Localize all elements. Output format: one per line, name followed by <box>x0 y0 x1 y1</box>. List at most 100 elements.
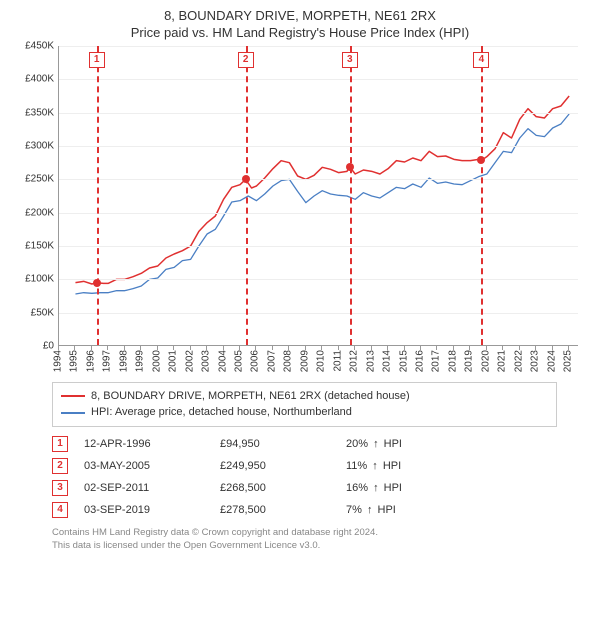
event-line <box>350 46 352 345</box>
event-line <box>246 46 248 345</box>
event-row: 1 12-APR-1996 £94,950 20% ↑ HPI <box>52 433 557 455</box>
y-tick-label: £350K <box>25 107 54 118</box>
x-tick-label: 2013 <box>365 350 376 372</box>
title: 8, BOUNDARY DRIVE, MORPETH, NE61 2RX <box>8 8 592 25</box>
event-row-diff: 7% ↑ HPI <box>346 504 557 516</box>
gridline <box>59 146 578 147</box>
event-line <box>481 46 483 345</box>
series-address <box>75 96 569 284</box>
event-badge: 2 <box>238 52 254 68</box>
x-tick-label: 2001 <box>168 350 179 372</box>
x-axis: 1994199519961997199819992000200120022003… <box>58 346 578 376</box>
event-badge: 4 <box>473 52 489 68</box>
event-dot <box>242 175 250 183</box>
x-tick-label: 2000 <box>151 350 162 372</box>
arrow-up-icon: ↑ <box>372 460 378 472</box>
event-row-price: £278,500 <box>220 504 330 516</box>
copyright: Contains HM Land Registry data © Crown c… <box>52 527 588 553</box>
event-row-price: £268,500 <box>220 482 330 494</box>
x-tick-label: 2008 <box>283 350 294 372</box>
event-row-diff: 16% ↑ HPI <box>346 482 557 494</box>
x-tick-label: 2022 <box>513 350 524 372</box>
event-line <box>97 46 99 345</box>
gridline <box>59 313 578 314</box>
x-tick-label: 2019 <box>464 350 475 372</box>
event-row-date: 03-MAY-2005 <box>84 460 204 472</box>
chart-container: 8, BOUNDARY DRIVE, MORPETH, NE61 2RX Pri… <box>0 0 600 620</box>
legend-row: HPI: Average price, detached house, Nort… <box>61 404 548 421</box>
x-tick-label: 2020 <box>480 350 491 372</box>
event-row-date: 12-APR-1996 <box>84 438 204 450</box>
x-tick-label: 2021 <box>497 350 508 372</box>
event-row-price: £249,950 <box>220 460 330 472</box>
event-row-badge: 4 <box>52 502 68 518</box>
y-tick-label: £300K <box>25 140 54 151</box>
x-tick-label: 1996 <box>85 350 96 372</box>
event-row-badge: 1 <box>52 436 68 452</box>
event-row-price: £94,950 <box>220 438 330 450</box>
x-tick-label: 1998 <box>118 350 129 372</box>
legend: 8, BOUNDARY DRIVE, MORPETH, NE61 2RX (de… <box>52 382 557 427</box>
legend-swatch <box>61 412 85 414</box>
legend-swatch <box>61 395 85 397</box>
legend-label: 8, BOUNDARY DRIVE, MORPETH, NE61 2RX (de… <box>91 388 410 405</box>
chart-lines <box>59 46 579 346</box>
arrow-up-icon: ↑ <box>367 504 373 516</box>
event-badge: 3 <box>342 52 358 68</box>
event-row-badge: 2 <box>52 458 68 474</box>
legend-label: HPI: Average price, detached house, Nort… <box>91 404 352 421</box>
x-tick-label: 2023 <box>530 350 541 372</box>
x-tick-label: 2016 <box>415 350 426 372</box>
y-tick-label: £400K <box>25 74 54 85</box>
gridline <box>59 213 578 214</box>
subtitle: Price paid vs. HM Land Registry's House … <box>8 25 592 40</box>
x-tick-label: 2015 <box>398 350 409 372</box>
x-tick-label: 2011 <box>332 350 343 372</box>
chart: £0£50K£100K£150K£200K£250K£300K£350K£400… <box>14 46 584 376</box>
gridline <box>59 246 578 247</box>
x-tick-label: 2024 <box>546 350 557 372</box>
copyright-line2: This data is licensed under the Open Gov… <box>52 540 588 553</box>
gridline <box>59 79 578 80</box>
event-row-badge: 3 <box>52 480 68 496</box>
gridline <box>59 46 578 47</box>
event-dot <box>93 279 101 287</box>
gridline <box>59 113 578 114</box>
x-tick-label: 2006 <box>250 350 261 372</box>
series-hpi <box>75 114 569 294</box>
x-tick-label: 2017 <box>431 350 442 372</box>
x-tick-label: 2007 <box>266 350 277 372</box>
x-tick-label: 2010 <box>316 350 327 372</box>
x-tick-label: 1995 <box>69 350 80 372</box>
y-tick-label: £100K <box>25 274 54 285</box>
event-dot <box>346 163 354 171</box>
x-tick-label: 2014 <box>382 350 393 372</box>
x-tick-label: 2003 <box>201 350 212 372</box>
gridline <box>59 179 578 180</box>
x-tick-label: 2009 <box>299 350 310 372</box>
event-row: 3 02-SEP-2011 £268,500 16% ↑ HPI <box>52 477 557 499</box>
y-tick-label: £250K <box>25 174 54 185</box>
arrow-up-icon: ↑ <box>373 482 379 494</box>
event-row-date: 02-SEP-2011 <box>84 482 204 494</box>
event-row: 4 03-SEP-2019 £278,500 7% ↑ HPI <box>52 499 557 521</box>
y-tick-label: £150K <box>25 240 54 251</box>
y-tick-label: £200K <box>25 207 54 218</box>
copyright-line1: Contains HM Land Registry data © Crown c… <box>52 527 588 540</box>
y-tick-label: £450K <box>25 40 54 51</box>
arrow-up-icon: ↑ <box>373 438 379 450</box>
x-tick-label: 2018 <box>447 350 458 372</box>
event-badge: 1 <box>89 52 105 68</box>
events-table: 1 12-APR-1996 £94,950 20% ↑ HPI 2 03-MAY-2005… <box>52 433 557 521</box>
y-axis: £0£50K£100K£150K£200K£250K£300K£350K£400… <box>14 46 58 346</box>
x-tick-label: 2012 <box>349 350 360 372</box>
x-tick-label: 2025 <box>563 350 574 372</box>
x-tick-label: 2002 <box>184 350 195 372</box>
event-row-date: 03-SEP-2019 <box>84 504 204 516</box>
x-tick-label: 2004 <box>217 350 228 372</box>
x-tick-label: 1999 <box>135 350 146 372</box>
x-tick-label: 1997 <box>102 350 113 372</box>
event-row: 203-MAY-2005£249,95011% ↑ HPI <box>52 455 557 477</box>
event-dot <box>477 156 485 164</box>
event-row-diff: 20% ↑ HPI <box>346 438 557 450</box>
